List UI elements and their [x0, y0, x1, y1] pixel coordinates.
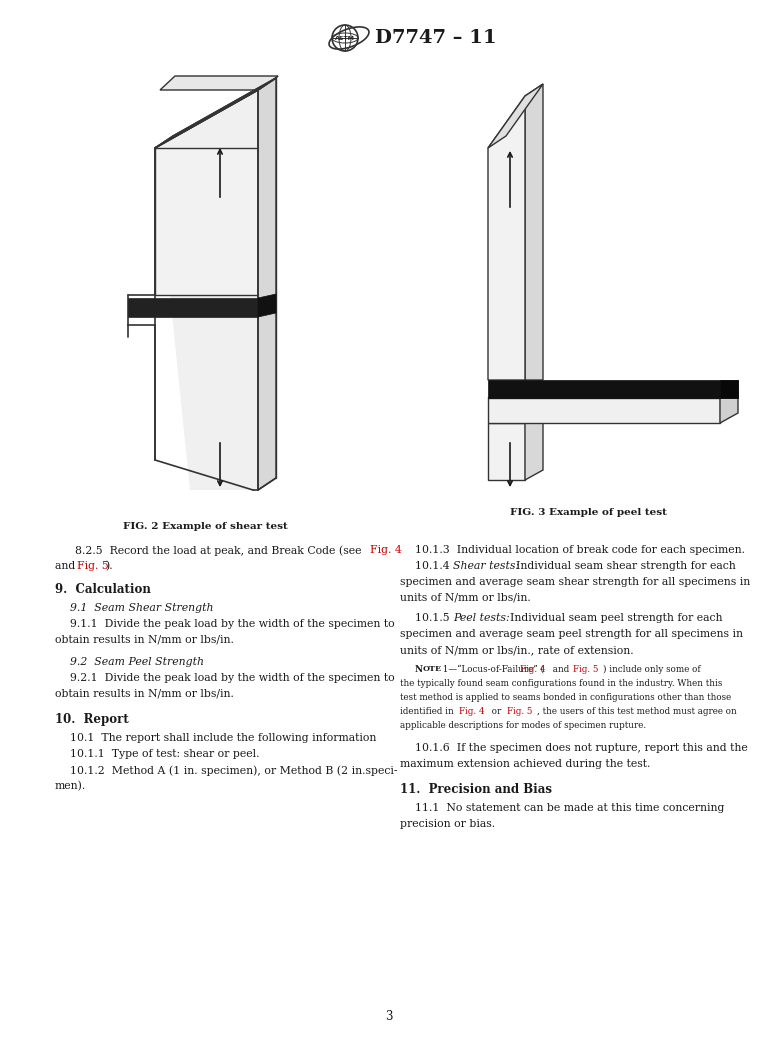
Text: precision or bias.: precision or bias. [400, 819, 495, 829]
Text: ).: ). [105, 561, 113, 572]
Polygon shape [720, 388, 738, 423]
Polygon shape [525, 413, 543, 480]
Polygon shape [488, 96, 525, 380]
Text: 10.1.3  Individual location of break code for each specimen.: 10.1.3 Individual location of break code… [415, 545, 745, 555]
Text: ASTM: ASTM [335, 35, 355, 41]
Text: Individual seam peel strength for each: Individual seam peel strength for each [503, 613, 723, 623]
Text: 10.1.1  Type of test: shear or peel.: 10.1.1 Type of test: shear or peel. [70, 750, 260, 759]
Polygon shape [488, 84, 543, 148]
Text: 9.1.1  Divide the peak load by the width of the specimen to: 9.1.1 Divide the peak load by the width … [70, 619, 394, 629]
Text: 1—“Locus-of-Failure” (: 1—“Locus-of-Failure” ( [440, 665, 544, 674]
Text: , the users of this test method must agree on: , the users of this test method must agr… [537, 707, 737, 716]
Polygon shape [262, 76, 278, 90]
Text: obtain results in N/mm or lbs/in.: obtain results in N/mm or lbs/in. [55, 689, 234, 699]
Text: 10.1.6  If the specimen does not rupture, report this and the: 10.1.6 If the specimen does not rupture,… [415, 743, 748, 753]
Text: 10.  Report: 10. Report [55, 713, 128, 726]
Text: Fig. 4: Fig. 4 [520, 665, 545, 674]
Text: FIG. 3 Example of peel test: FIG. 3 Example of peel test [510, 508, 667, 517]
Polygon shape [488, 388, 738, 398]
Text: N: N [415, 665, 423, 674]
Polygon shape [720, 380, 738, 398]
Text: 9.2  Seam Peel Strength: 9.2 Seam Peel Strength [70, 657, 204, 667]
Text: specimen and average seam shear strength for all specimens in: specimen and average seam shear strength… [400, 577, 750, 587]
Text: identified in: identified in [400, 707, 457, 716]
Text: Fig. 5: Fig. 5 [573, 665, 598, 674]
Text: test method is applied to seams bonded in configurations other than those: test method is applied to seams bonded i… [400, 693, 731, 702]
Text: 11.  Precision and Bias: 11. Precision and Bias [400, 783, 552, 796]
Text: obtain results in N/mm or lbs/in.: obtain results in N/mm or lbs/in. [55, 635, 234, 645]
Text: 9.2.1  Divide the peak load by the width of the specimen to: 9.2.1 Divide the peak load by the width … [70, 672, 394, 683]
Text: units of N/mm or lbs/in.: units of N/mm or lbs/in. [400, 593, 531, 603]
Text: men).: men). [55, 781, 86, 791]
Text: and: and [550, 665, 572, 674]
Text: Fig. 5: Fig. 5 [77, 561, 109, 572]
Polygon shape [160, 76, 278, 90]
Polygon shape [488, 380, 738, 398]
Text: 9.1  Seam Shear Strength: 9.1 Seam Shear Strength [70, 603, 213, 613]
Text: FIG. 2 Example of shear test: FIG. 2 Example of shear test [123, 522, 287, 531]
Text: the typically found seam configurations found in the industry. When this: the typically found seam configurations … [400, 679, 723, 688]
Text: 3: 3 [385, 1010, 393, 1023]
Polygon shape [258, 294, 276, 318]
Text: and: and [55, 561, 79, 572]
Text: 10.1.5: 10.1.5 [415, 613, 457, 623]
Polygon shape [525, 84, 543, 380]
Text: ) include only some of: ) include only some of [603, 665, 701, 675]
Text: Fig. 4: Fig. 4 [370, 545, 401, 555]
Text: 8.2.5  Record the load at peak, and Break Code (see: 8.2.5 Record the load at peak, and Break… [75, 545, 365, 556]
Text: 10.1  The report shall include the following information: 10.1 The report shall include the follow… [70, 733, 377, 743]
Text: Shear tests:: Shear tests: [453, 561, 519, 572]
Text: 11.1  No statement can be made at this time concerning: 11.1 No statement can be made at this ti… [415, 803, 724, 813]
Text: units of N/mm or lbs/in., rate of extension.: units of N/mm or lbs/in., rate of extens… [400, 645, 633, 655]
Polygon shape [488, 423, 525, 480]
Polygon shape [488, 398, 720, 423]
Text: 10.1.4: 10.1.4 [415, 561, 457, 572]
Text: Peel tests:: Peel tests: [453, 613, 510, 623]
Polygon shape [128, 298, 258, 318]
Text: 9.  Calculation: 9. Calculation [55, 583, 151, 596]
Text: 10.1.2  Method A (1 in. specimen), or Method B (2 in.speci-: 10.1.2 Method A (1 in. specimen), or Met… [70, 765, 398, 776]
Text: D7747 – 11: D7747 – 11 [375, 29, 496, 47]
Polygon shape [258, 78, 276, 490]
Polygon shape [155, 90, 258, 490]
Text: or: or [489, 707, 504, 716]
Text: applicable descriptions for modes of specimen rupture.: applicable descriptions for modes of spe… [400, 721, 646, 730]
Polygon shape [155, 78, 276, 148]
Text: Fig. 5: Fig. 5 [507, 707, 532, 716]
Polygon shape [155, 148, 258, 295]
Text: maximum extension achieved during the test.: maximum extension achieved during the te… [400, 759, 650, 769]
Text: OTE: OTE [423, 665, 442, 672]
Text: Fig. 4: Fig. 4 [459, 707, 485, 716]
Text: specimen and average seam peel strength for all specimens in: specimen and average seam peel strength … [400, 629, 743, 639]
Text: Individual seam shear strength for each: Individual seam shear strength for each [509, 561, 736, 572]
